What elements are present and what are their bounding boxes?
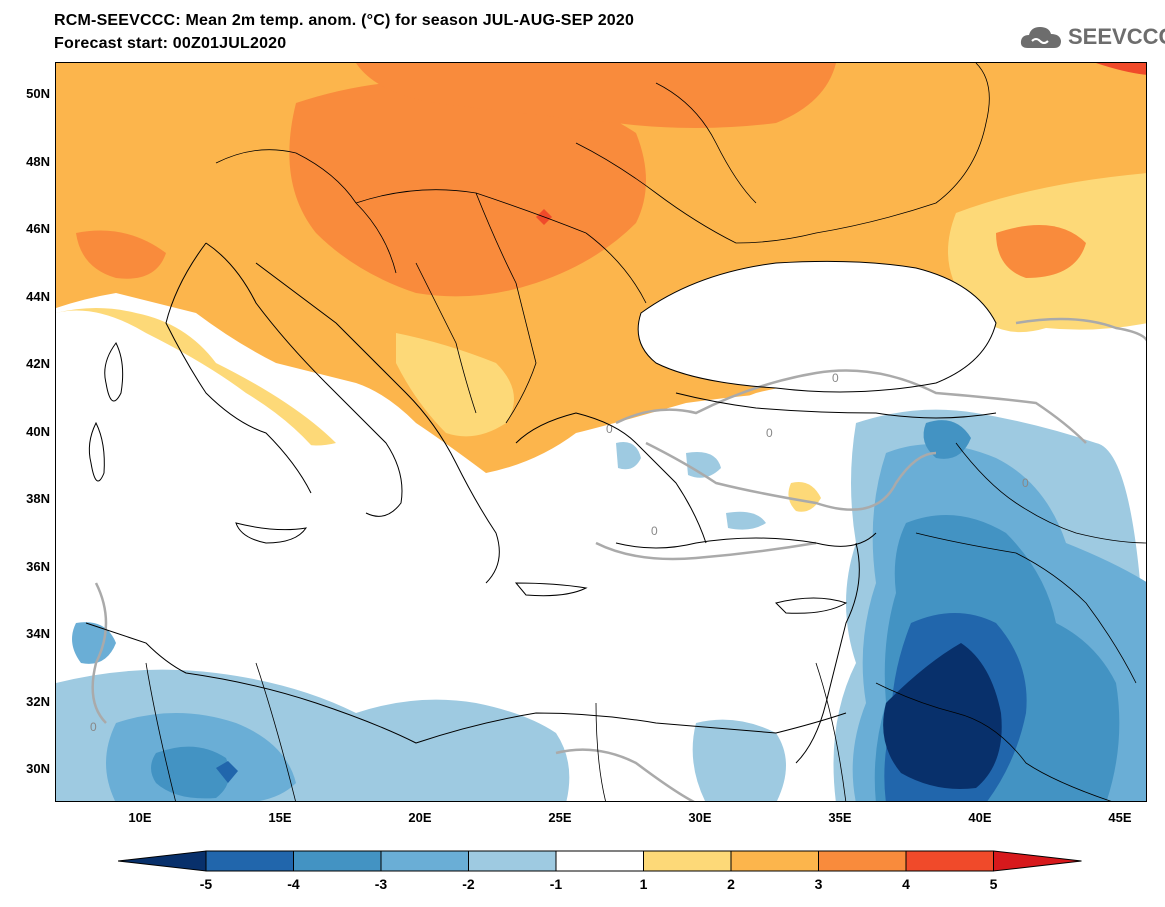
chart-title: RCM-SEEVCCC: Mean 2m temp. anom. (°C) fo… — [54, 12, 635, 29]
colorbar-label: -2 — [462, 876, 475, 892]
warm-core-central — [289, 80, 646, 297]
lat-label-32n: 32N — [26, 694, 50, 709]
warm-anatolia-spot — [788, 482, 821, 512]
colorbar-cell — [468, 850, 557, 872]
colorbar-label: -3 — [374, 876, 388, 892]
lon-label-45e: 45E — [1108, 810, 1132, 825]
colorbar-label: -5 — [199, 876, 213, 892]
lat-label-36n: 36N — [26, 559, 50, 574]
cold-anatolia-spot — [923, 420, 971, 459]
lon-label-30e: 30E — [688, 810, 712, 825]
contour-label-5: 0 — [1022, 476, 1029, 490]
lat-label-42n: 42N — [26, 356, 50, 371]
colorbar-cell — [643, 850, 732, 872]
colorbar-cell — [818, 850, 907, 872]
temperature-anomaly-map: 0 0 0 0 0 0 — [55, 62, 1147, 802]
lat-label-38n: 38N — [26, 491, 50, 506]
warm-spot-4-ne — [1096, 63, 1146, 75]
contour-label-6: 0 — [90, 720, 97, 734]
warm-light-balkan — [396, 333, 514, 437]
colorbar-label: 5 — [989, 876, 998, 892]
colorbar-label: 3 — [814, 876, 823, 892]
cold-anatolia-2 — [686, 452, 721, 478]
contour-label-1: 0 — [832, 371, 839, 385]
cold-anatolia-1 — [616, 442, 641, 470]
colorbar-label: 1 — [639, 876, 648, 892]
lat-label-30n: 30N — [26, 761, 50, 776]
cold-egypt — [692, 719, 786, 801]
neutral-black-sea — [638, 261, 996, 392]
cloud-icon — [1020, 27, 1061, 48]
lat-label-50n: 50N — [26, 86, 50, 101]
cold-anatolia-3 — [726, 511, 766, 530]
colorbar-label: -1 — [549, 876, 563, 892]
coastlines — [85, 242, 997, 764]
lon-label-40e: 40E — [968, 810, 992, 825]
lat-label-46n: 46N — [26, 221, 50, 236]
contour-label-4: 0 — [651, 524, 658, 538]
colorbar-cell — [205, 850, 294, 872]
warm-core-west — [76, 230, 166, 279]
lat-label-40n: 40N — [26, 424, 50, 439]
lon-label-35e: 35E — [828, 810, 852, 825]
country-borders — [145, 63, 1146, 801]
colorbar-end-high — [993, 850, 1082, 872]
colorbar-cell — [730, 850, 819, 872]
cold-southeast-5 — [883, 643, 1002, 789]
logo-text: SEEVCCC — [1068, 24, 1165, 49]
colorbar-cell — [293, 850, 382, 872]
lat-label-48n: 48N — [26, 154, 50, 169]
lon-label-10e: 10E — [128, 810, 152, 825]
zero-contours — [91, 317, 1146, 801]
warm-core-north — [356, 63, 836, 128]
colorbar — [118, 850, 1082, 872]
forecast-start-label: Forecast start: 00Z01JUL2020 — [54, 35, 287, 52]
colorbar-cell — [905, 850, 994, 872]
colorbar-label: -4 — [287, 876, 300, 892]
colorbar-end-low — [118, 850, 207, 872]
contour-label-2: 0 — [766, 426, 773, 440]
contour-label-3: 0 — [606, 422, 613, 436]
colorbar-cell — [555, 850, 644, 872]
colorbar-label: 2 — [727, 876, 735, 892]
lon-label-15e: 15E — [268, 810, 292, 825]
cold-north-africa-4 — [216, 761, 238, 783]
seevccc-logo: SEEVCCC — [1018, 22, 1165, 52]
lon-label-25e: 25E — [548, 810, 572, 825]
lat-label-44n: 44N — [26, 289, 50, 304]
colorbar-cell — [380, 850, 469, 872]
lat-label-34n: 34N — [26, 626, 50, 641]
colorbar-label: 4 — [902, 876, 910, 892]
warm-core-east — [996, 225, 1086, 278]
cold-north-africa-3 — [151, 746, 230, 799]
lon-label-20e: 20E — [408, 810, 432, 825]
